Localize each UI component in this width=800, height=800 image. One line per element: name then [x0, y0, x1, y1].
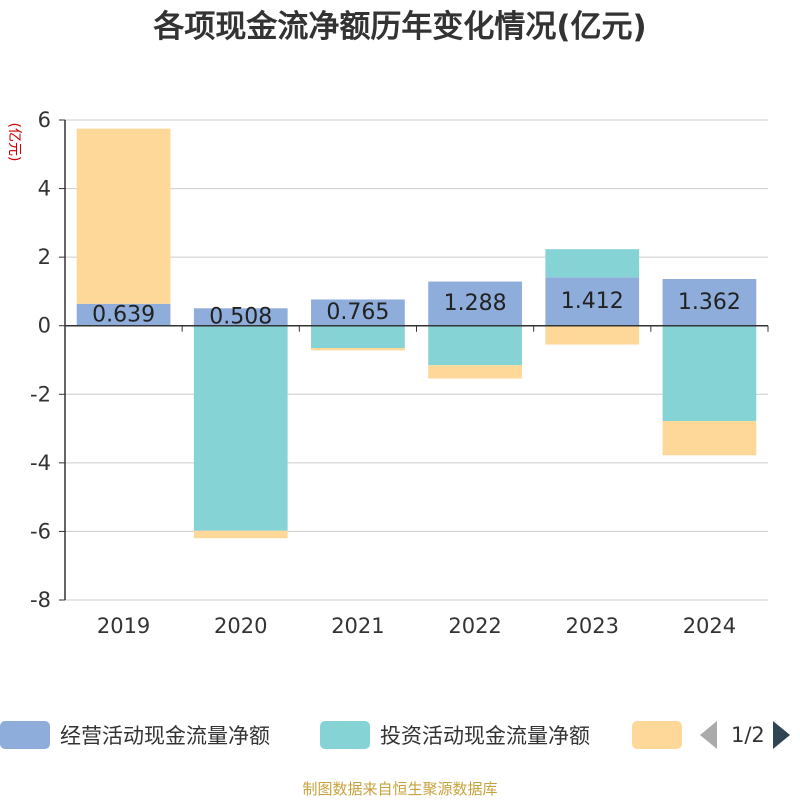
bar-2019-series-2	[76, 128, 171, 304]
source-footer: 制图数据来自恒生聚源数据库	[302, 780, 498, 798]
legend-page-indicator: 1/2	[731, 723, 765, 747]
bar-2022-series-2	[428, 365, 522, 379]
bar-2021-series-2	[311, 348, 405, 351]
bar-2019-series-0	[76, 303, 171, 326]
bar-2022-series-1	[428, 325, 522, 366]
x-tick-label: 2022	[448, 614, 501, 638]
legend-swatch-financing	[632, 721, 682, 749]
bar-2021-series-0	[311, 299, 405, 326]
bar-2020-series-1	[193, 325, 288, 531]
bar-2020-series-0	[193, 308, 288, 326]
legend-item-financing[interactable]	[632, 715, 682, 755]
y-tick-label: 2	[38, 245, 51, 269]
bar-2022-series-0	[428, 281, 522, 326]
y-tick-label: 4	[38, 177, 51, 201]
bar-2024-series-1	[662, 325, 757, 422]
chart-canvas: -8 -6 -4 -2 0 2 4 6 (亿元) 2019 2020 2021 2022 2023 2024…	[6, 108, 769, 638]
grid-lines	[65, 119, 768, 601]
bars	[76, 128, 757, 539]
legend-pager: 1/2	[700, 715, 790, 755]
legend-swatch-investing	[320, 721, 370, 749]
x-tick-label: 2023	[566, 614, 619, 638]
y-tick-label: -2	[30, 382, 51, 406]
y-tick-label: 0	[38, 314, 51, 338]
bar-2024-series-0	[662, 279, 757, 326]
y-tick-label: -6	[30, 519, 51, 543]
data-label-2024: 1.362	[678, 290, 741, 315]
data-label-2022: 1.288	[444, 291, 507, 316]
bar-2024-series-2	[662, 421, 757, 456]
chart-title: 各项现金流净额历年变化情况(亿元)	[153, 9, 647, 45]
bar-2021-series-1	[311, 325, 405, 348]
bar-2023-series-2	[545, 325, 640, 345]
x-tick-label: 2019	[97, 614, 150, 638]
legend: 经营活动现金流量净额 投资活动现金流量净额 1/2	[0, 715, 800, 755]
y-tick-label: 6	[38, 108, 51, 132]
y-tick-label: -8	[30, 588, 51, 612]
legend-label-operating: 经营活动现金流量净额	[60, 724, 270, 748]
legend-swatch-operating	[0, 721, 50, 749]
data-label-2021: 0.765	[326, 300, 389, 325]
y-tick-label: -4	[30, 451, 51, 475]
x-tick-label: 2020	[214, 614, 267, 638]
legend-item-operating[interactable]: 经营活动现金流量净额	[0, 715, 270, 755]
legend-label-investing: 投资活动现金流量净额	[380, 724, 590, 748]
y-axis-label: (亿元)	[6, 123, 22, 162]
bar-2020-series-2	[193, 530, 288, 539]
data-labels: 0.639 0.508 0.765 1.288 1.412 1.362	[92, 289, 741, 329]
bar-2023-series-1	[545, 249, 640, 278]
legend-item-investing[interactable]: 投资活动现金流量净额	[320, 715, 590, 755]
x-tick-label: 2024	[683, 614, 736, 638]
bar-2023-series-0	[545, 277, 640, 326]
data-label-2020: 0.508	[209, 305, 272, 330]
data-label-2019: 0.639	[92, 302, 155, 327]
x-tick-label: 2021	[331, 614, 384, 638]
legend-next-page-icon[interactable]	[772, 721, 790, 749]
legend-prev-page-icon[interactable]	[700, 721, 717, 749]
axes: -8 -6 -4 -2 0 2 4 6 (亿元) 2019 2020 2021 2022 2023 2024	[6, 108, 769, 638]
data-label-2023: 1.412	[561, 289, 624, 314]
